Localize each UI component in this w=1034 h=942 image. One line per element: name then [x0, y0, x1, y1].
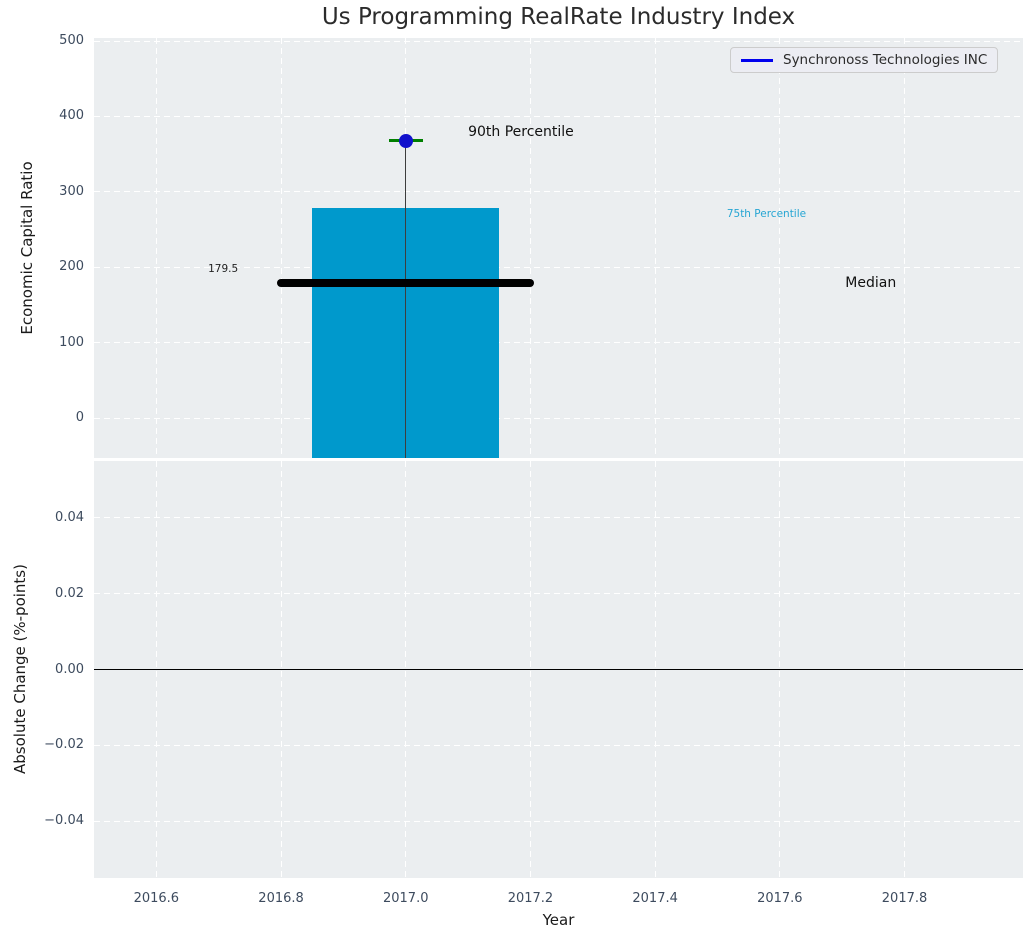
y-tick-label: 300 [59, 183, 84, 199]
legend-line-sample [741, 58, 773, 62]
gridline-horizontal [94, 115, 1023, 117]
annotation-median: Median [845, 274, 897, 291]
legend: Synchronoss Technologies INC [730, 47, 999, 73]
x-tick-label: 2017.0 [382, 891, 429, 906]
median-line [277, 278, 535, 287]
y-tick-label: 100 [59, 334, 84, 350]
gridline-horizontal [94, 342, 1023, 344]
gridline-vertical [529, 38, 531, 458]
x-tick-label: 2016.6 [133, 891, 180, 906]
annotation-179-5: 179.5 [208, 263, 239, 276]
gridline-horizontal [94, 820, 1023, 822]
gridline-horizontal [94, 517, 1023, 519]
gridline-horizontal [94, 40, 1023, 42]
gridline-horizontal [94, 266, 1023, 268]
y-tick-label: −0.04 [44, 813, 84, 829]
annotation-90th-percentile: 90th Percentile [468, 123, 574, 140]
y-tick-label: 500 [59, 33, 84, 49]
y-tick-label: 400 [59, 108, 84, 124]
legend-label: Synchronoss Technologies INC [783, 52, 988, 68]
plot-area-top [94, 38, 1023, 458]
y-tick-label: −0.02 [44, 737, 84, 753]
annotation-75th-percentile: 75th Percentile [726, 208, 807, 221]
gridline-vertical [155, 38, 157, 458]
gridline-vertical [779, 38, 781, 458]
y-tick-label: 0.00 [55, 661, 84, 677]
x-tick-label: 2017.8 [881, 891, 928, 906]
gridline-horizontal [94, 593, 1023, 595]
gridline-horizontal [94, 191, 1023, 193]
gridline-horizontal [94, 417, 1023, 419]
gridline-vertical [904, 38, 906, 458]
y-tick-label: 0.02 [55, 585, 84, 601]
y-tick-label: 0 [75, 410, 84, 426]
x-tick-label: 2016.8 [258, 891, 304, 906]
gridline-horizontal [94, 744, 1023, 746]
zero-line [94, 668, 1023, 671]
chart-title: Us Programming RealRate Industry Index [321, 4, 796, 30]
gridline-vertical [654, 38, 656, 458]
x-tick-label: 2017.4 [632, 891, 678, 906]
x-tick-label: 2017.6 [757, 891, 803, 906]
y-tick-label: 200 [59, 259, 84, 275]
x-axis-label: Year [542, 911, 575, 929]
x-tick-label: 2017.2 [507, 891, 554, 906]
percentile-90-marker [398, 133, 413, 148]
y-tick-label: 0.04 [55, 509, 84, 525]
gridline-vertical [280, 38, 282, 458]
percentile-90-stem [404, 140, 407, 458]
